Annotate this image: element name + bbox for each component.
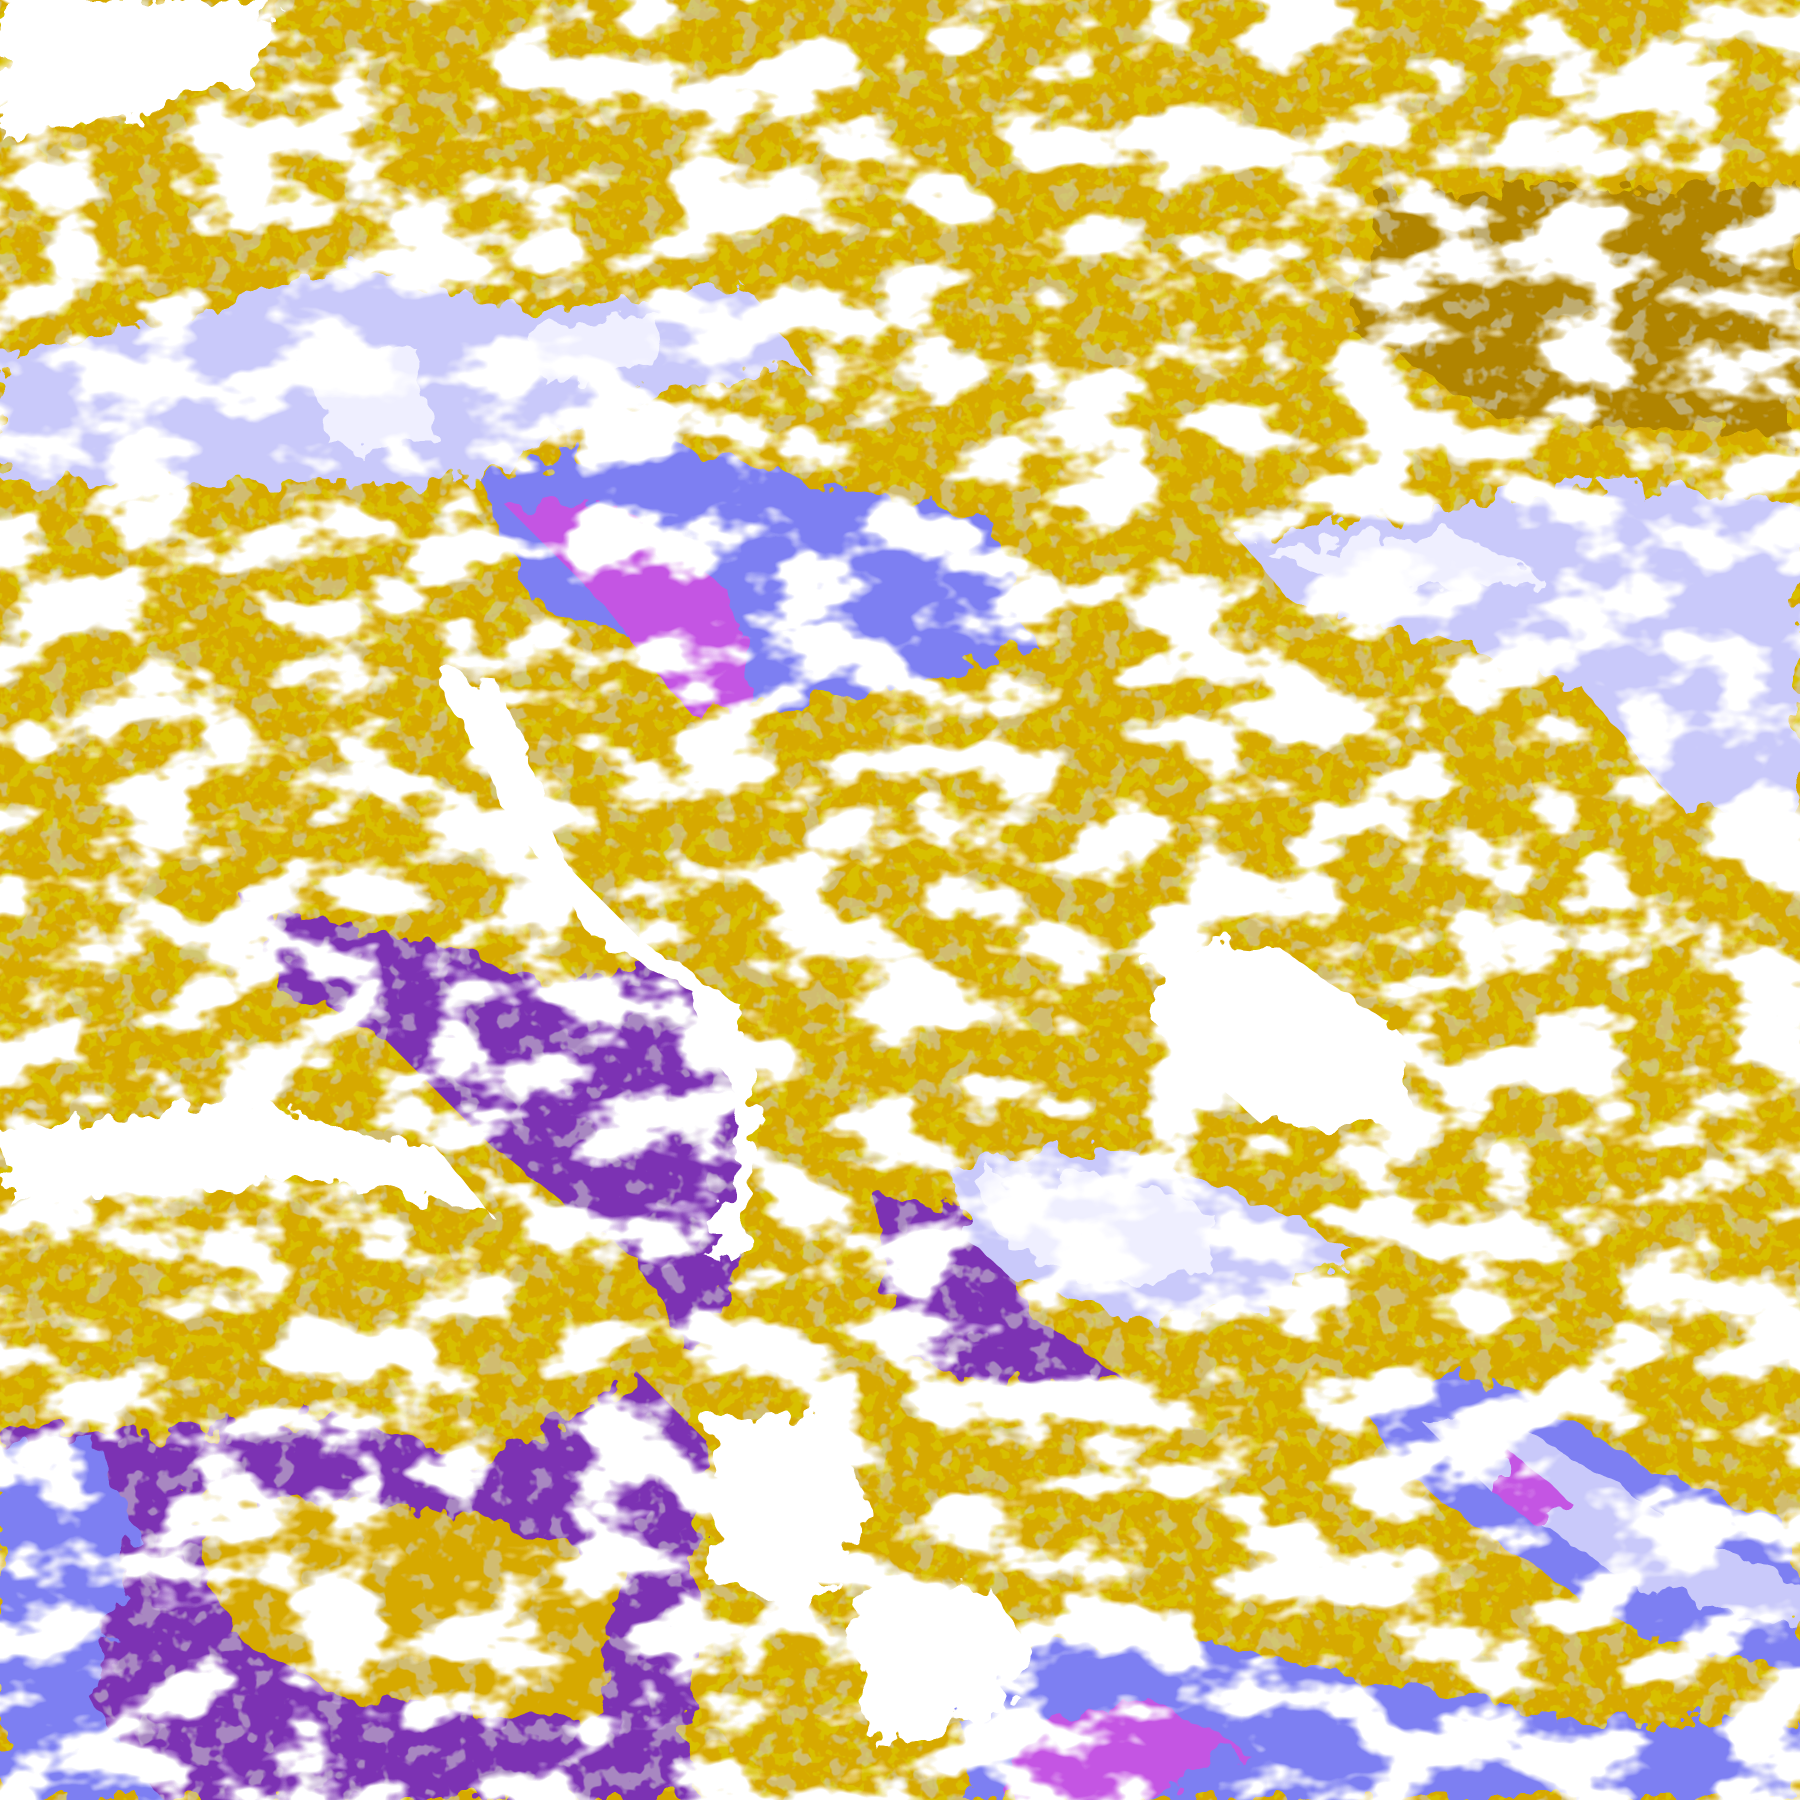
clear-coastal-strip — [436, 677, 758, 1263]
clear-east-center — [1147, 941, 1412, 1125]
clear-west-streak — [0, 1102, 494, 1217]
clear-center-south — [711, 1411, 873, 1608]
clear-south-center — [849, 1584, 1034, 1745]
clear-northwest-corner — [0, 0, 276, 138]
